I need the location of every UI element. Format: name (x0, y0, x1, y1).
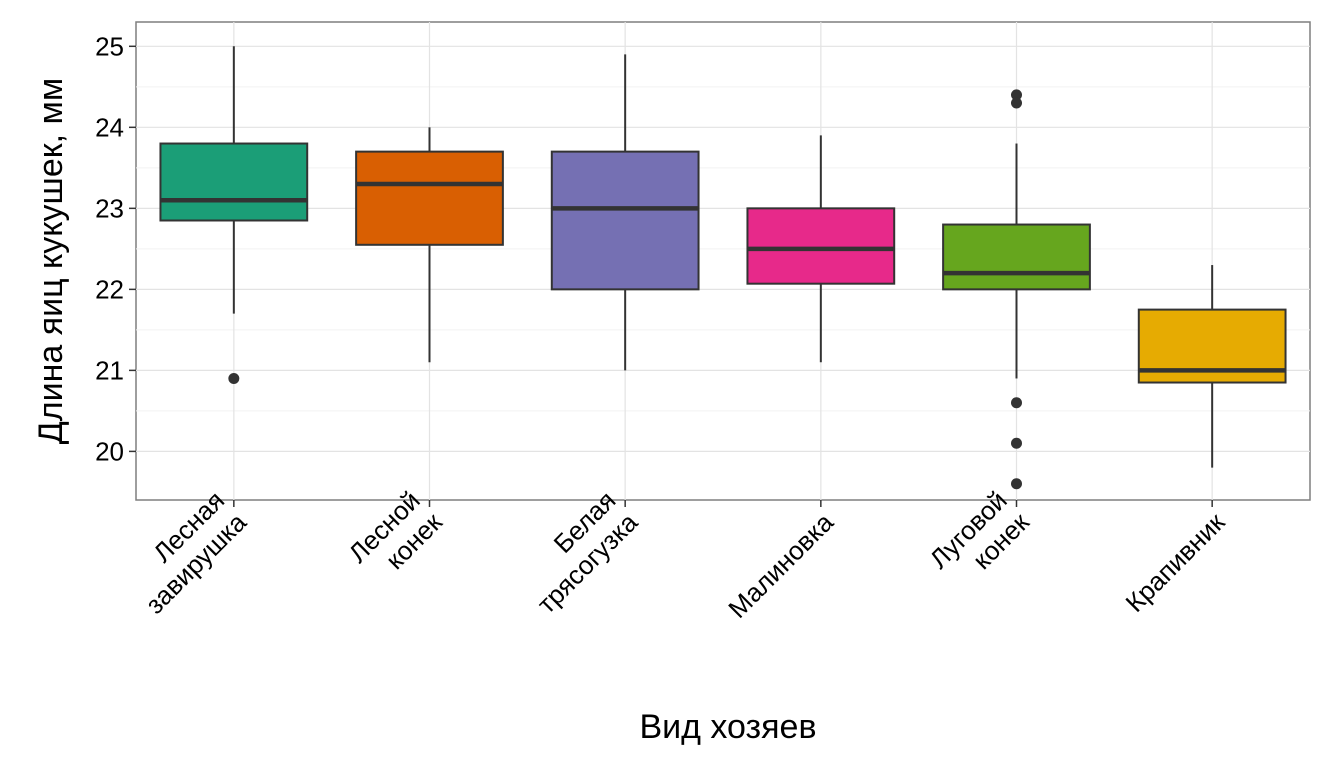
x-tick-label-line: Крапивник (1120, 507, 1231, 618)
box-body (942, 223, 1091, 291)
y-tick-label: 20 (95, 436, 124, 466)
box-group (1137, 265, 1287, 468)
box-body (159, 142, 309, 222)
y-tick-label: 22 (95, 274, 124, 304)
box-group (942, 89, 1091, 490)
outlier-point (1011, 437, 1022, 449)
box-body (355, 150, 504, 246)
x-tick-label: Белаятрясогузка (509, 485, 644, 620)
x-tick-label-line: Малиновка (722, 507, 839, 624)
x-tick-label: Малиновка (722, 507, 839, 624)
x-tick-label: Крапивник (1120, 507, 1231, 618)
outlier-point (1011, 89, 1022, 101)
box-body (746, 207, 896, 285)
y-tick-label: 24 (95, 112, 124, 142)
box-body (550, 150, 700, 291)
outlier-point (1011, 397, 1022, 409)
x-axis-title: Вид хозяев (639, 708, 816, 746)
boxes-layer (159, 46, 1287, 490)
x-tick-label: Луговойконек (924, 485, 1036, 597)
box-group (550, 54, 700, 371)
box-group (746, 135, 896, 363)
y-tick-label: 21 (95, 355, 124, 385)
y-tick-label: 23 (95, 193, 124, 223)
box-group (159, 46, 309, 384)
outlier-point (1011, 97, 1022, 109)
plot-panel (135, 21, 1311, 501)
x-tick-label: Леснаязавирушка (118, 485, 253, 620)
box-group (355, 127, 504, 363)
outlier-point (1011, 478, 1022, 490)
outlier-point (228, 372, 240, 384)
y-tick-label: 25 (95, 31, 124, 61)
y-axis-title: Длина яиц кукушек, мм (32, 78, 70, 445)
